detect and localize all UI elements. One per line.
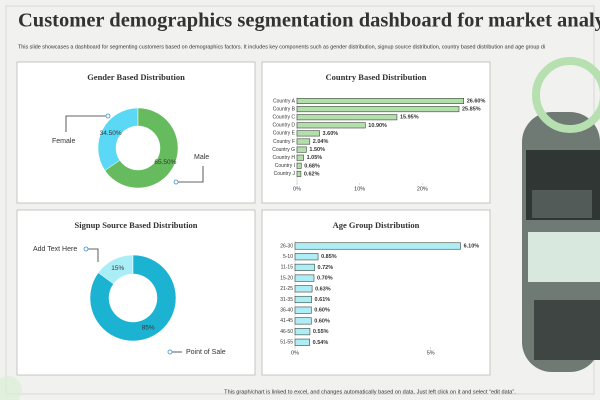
category-label: 5-10 (283, 254, 293, 260)
chart-title: Age Group Distribution (333, 220, 420, 230)
bar (294, 242, 461, 250)
category-label: Add Text Here (33, 246, 77, 253)
bar (296, 146, 307, 153)
decor (0, 376, 22, 400)
category-label: Country A (273, 98, 296, 104)
value-label: 85% (142, 325, 155, 332)
category-label: Country J (274, 171, 296, 177)
category-label: 41-45 (280, 318, 293, 324)
bar (294, 263, 315, 271)
value-label: 0.85% (321, 254, 337, 260)
category-label: Country I (275, 163, 295, 169)
category-label: 31-35 (280, 297, 293, 303)
footer: This graph/chart is linked to excel, and… (224, 389, 516, 395)
value-label: 25.85% (462, 107, 481, 113)
category-label: Country G (272, 147, 295, 153)
panel (261, 61, 491, 204)
bar (294, 295, 312, 304)
value-label: 0.61% (315, 297, 331, 303)
x-tick-label: 0% (293, 186, 301, 192)
page-title: Customer demographics segmentation dashb… (18, 10, 600, 32)
bar (296, 138, 311, 145)
x-tick-label: 10% (354, 186, 365, 192)
bar (294, 274, 315, 282)
bar (296, 122, 366, 129)
value-label: 65.50% (154, 159, 176, 166)
value-label: 0.70% (317, 276, 333, 282)
value-label: 6.10% (464, 243, 480, 249)
callout-dot (105, 113, 111, 119)
category-label: Country D (272, 123, 295, 129)
callout-line (65, 115, 108, 132)
panel (261, 209, 491, 376)
callout-dot (83, 246, 89, 252)
bar (296, 170, 302, 177)
value-label: 34.50% (100, 130, 122, 137)
chart-title: Country Based Distribution (325, 72, 426, 82)
value-label: 26.60% (467, 98, 486, 104)
category-label: 11-15 (281, 265, 294, 271)
bar (296, 154, 304, 161)
callout-dot (167, 349, 173, 355)
category-label: 46-50 (280, 329, 293, 335)
category-label: 51-55 (280, 340, 293, 346)
category-label: Point of Sale (186, 349, 226, 356)
photo (522, 57, 600, 372)
bar (294, 338, 310, 346)
category-label: Male (194, 154, 209, 161)
category-label: 26-30 (280, 243, 293, 249)
category-label: 36-40 (280, 308, 293, 314)
chart-title: Gender Based Distribution (87, 72, 185, 82)
x-tick-label: 20% (417, 186, 428, 192)
panel (16, 209, 256, 376)
bar (294, 306, 312, 314)
bar (296, 114, 398, 121)
value-label: 15% (111, 265, 124, 272)
bar (294, 253, 319, 261)
donut-slice (89, 254, 177, 342)
value-label: 10.90% (368, 123, 387, 129)
category-label: Female (52, 138, 75, 145)
bar (294, 317, 312, 325)
page-subtitle: This slide showcases a dashboard for seg… (18, 44, 545, 50)
value-label: 0.60% (314, 308, 330, 314)
callout-line (86, 248, 99, 262)
category-label: Country C (272, 115, 295, 121)
value-label: 0.63% (315, 286, 331, 292)
value-label: 15.95% (400, 115, 419, 121)
chart-title: Signup Source Based Distribution (75, 220, 198, 230)
bar (294, 328, 311, 336)
category-label: Country B (273, 106, 296, 112)
category-label: Country H (272, 155, 295, 161)
category-label: 15-20 (280, 275, 293, 281)
x-tick-label: 5% (427, 350, 435, 356)
value-label: 0.72% (318, 265, 334, 271)
bar (294, 285, 313, 293)
category-label: 21-25 (280, 286, 293, 292)
callout-dot (173, 179, 179, 185)
x-tick-label: 0% (291, 350, 299, 356)
value-label: 0.54% (313, 340, 329, 346)
value-label: 1.05% (307, 155, 323, 161)
bar (296, 130, 320, 137)
value-label: 1.50% (309, 147, 325, 153)
callout-line (176, 166, 204, 183)
value-label: 0.62% (304, 171, 320, 177)
value-label: 0.55% (313, 329, 329, 335)
value-label: 2.04% (313, 139, 329, 145)
bar (296, 106, 460, 113)
category-label: Country E (273, 131, 296, 137)
value-label: 0.68% (304, 163, 320, 169)
bar (296, 162, 302, 169)
value-label: 3.60% (323, 131, 339, 137)
bar (296, 98, 464, 105)
value-label: 0.60% (314, 318, 330, 324)
category-label: Country F (273, 139, 295, 145)
